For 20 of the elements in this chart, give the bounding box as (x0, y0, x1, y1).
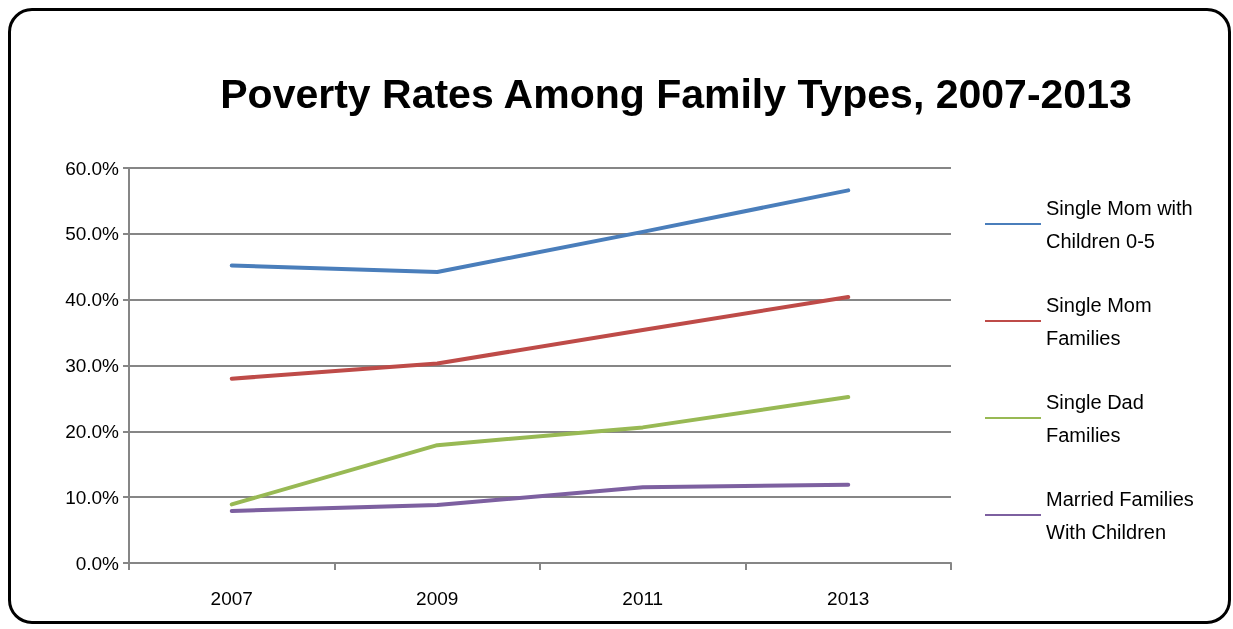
y-tick-label: 60.0% (65, 157, 120, 179)
chart-title: Poverty Rates Among Family Types, 2007-2013 (220, 70, 1132, 117)
y-tick-label: 10.0% (65, 486, 120, 508)
legend-label: Single Mom with Children 0-5 (1046, 196, 1199, 252)
legend-label: Single Mom Families (1046, 293, 1158, 349)
line-series (229, 395, 851, 507)
x-tick-label: 2009 (416, 588, 459, 609)
y-tick-label: 50.0% (65, 223, 120, 245)
x-tick-label: 2011 (622, 588, 664, 609)
y-tick-label: 20.0% (65, 420, 120, 442)
legend-label: Single Dad Families (1046, 390, 1150, 446)
x-tick-label: 2007 (210, 588, 253, 609)
y-tick-label: 40.0% (65, 289, 120, 311)
line-series (229, 295, 851, 381)
y-tick-label: 0.0% (75, 552, 120, 574)
x-tick-label: 2013 (827, 588, 870, 609)
line-series (229, 188, 851, 275)
y-tick-label: 30.0% (65, 355, 120, 376)
legend-label: Married Families With Children (1046, 487, 1200, 543)
line-series (229, 482, 851, 513)
